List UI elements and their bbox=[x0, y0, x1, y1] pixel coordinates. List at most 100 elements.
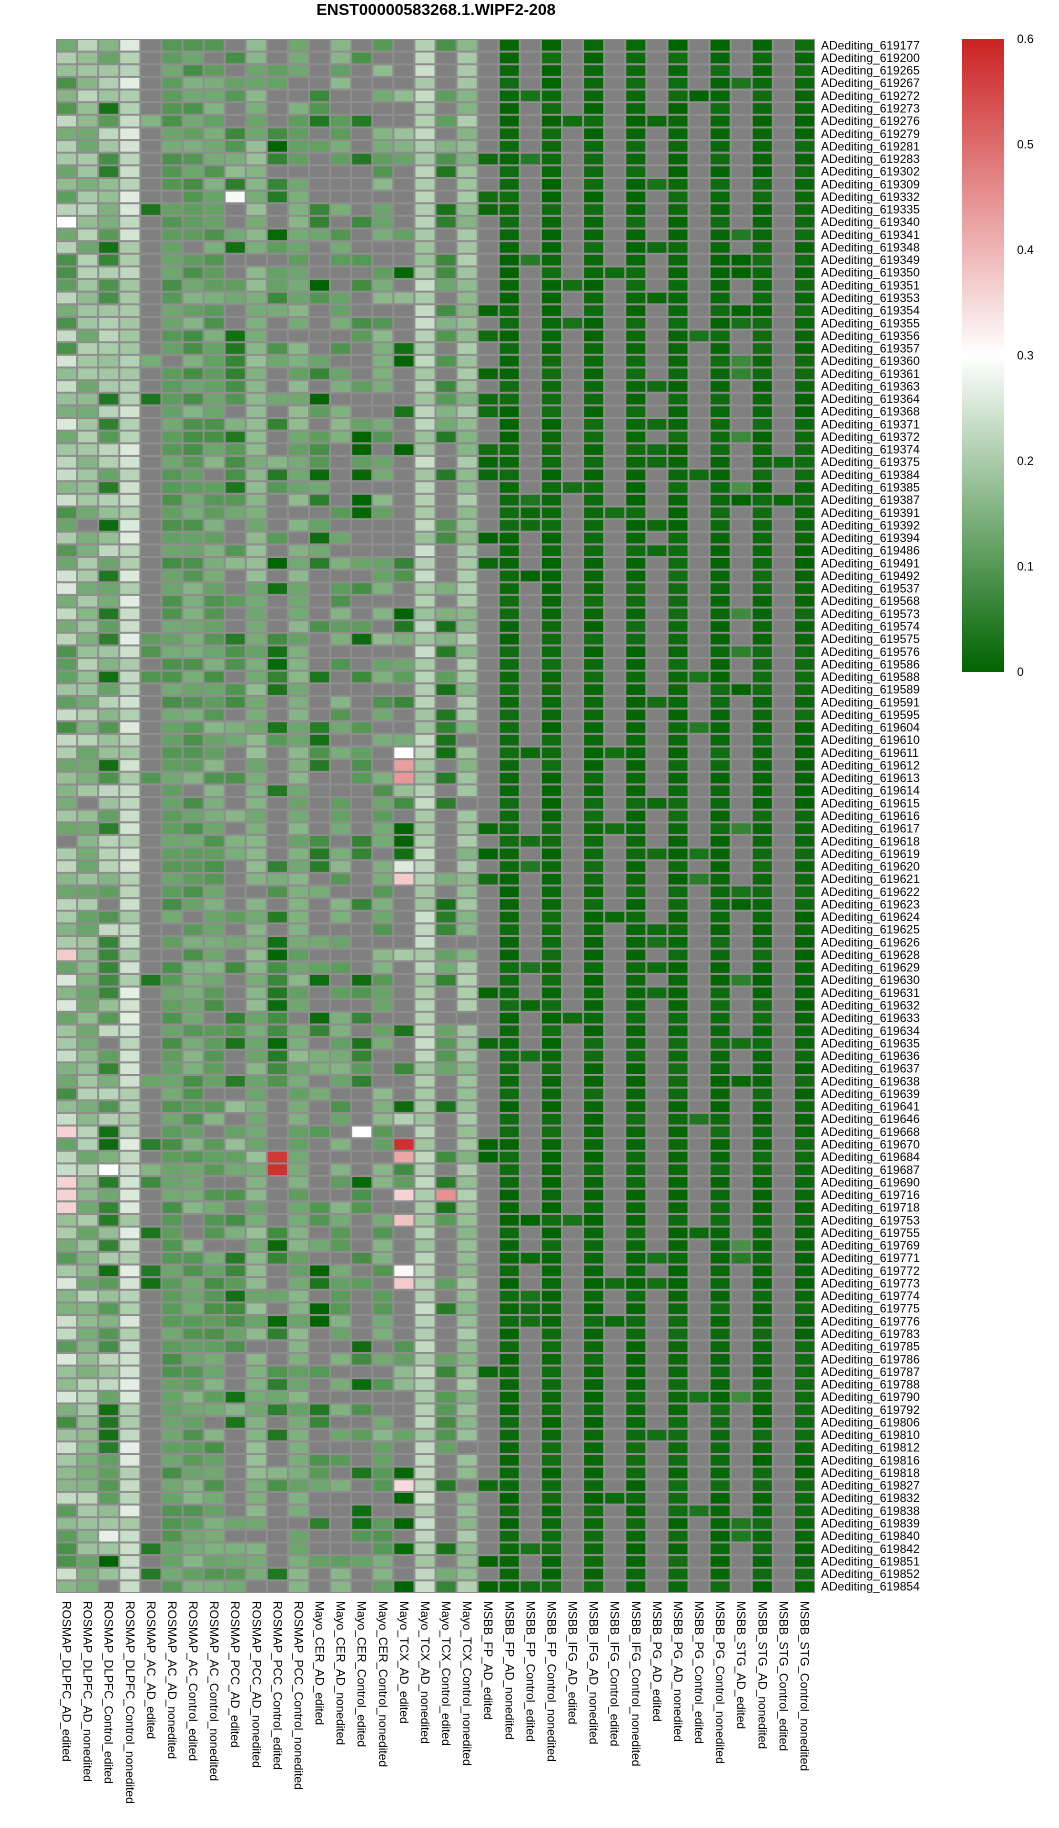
heatmap-cell bbox=[710, 65, 730, 76]
heatmap-cell bbox=[204, 1379, 224, 1390]
heatmap-cell bbox=[78, 343, 98, 354]
heatmap-cell bbox=[647, 974, 667, 986]
heatmap-cell bbox=[647, 785, 667, 797]
heatmap-cell bbox=[373, 1189, 393, 1201]
heatmap-cell bbox=[225, 772, 245, 784]
heatmap-cell bbox=[99, 368, 119, 380]
heatmap-cell bbox=[731, 1417, 751, 1428]
heatmap-cell bbox=[99, 1366, 119, 1378]
heatmap-cell bbox=[710, 1189, 730, 1201]
heatmap-cell bbox=[520, 40, 540, 51]
heatmap-cell bbox=[373, 128, 393, 140]
heatmap-cell bbox=[584, 1101, 604, 1112]
heatmap-cell bbox=[288, 65, 308, 76]
heatmap-cell bbox=[794, 810, 814, 822]
row-label: ADediting_619842 bbox=[821, 1542, 920, 1556]
heatmap-cell bbox=[647, 1252, 667, 1264]
heatmap-cell bbox=[204, 178, 224, 190]
heatmap-cell bbox=[141, 798, 161, 809]
heatmap-cell bbox=[331, 1177, 351, 1188]
heatmap-cell bbox=[541, 1379, 561, 1390]
heatmap-cell bbox=[499, 1164, 519, 1176]
heatmap-cell bbox=[373, 368, 393, 380]
heatmap-cell bbox=[668, 1455, 688, 1466]
heatmap-cell bbox=[57, 242, 77, 253]
heatmap-cell bbox=[563, 1177, 583, 1188]
heatmap-cell bbox=[415, 785, 435, 797]
heatmap-cell bbox=[57, 823, 77, 834]
heatmap-cell bbox=[584, 1366, 604, 1378]
heatmap-cell bbox=[183, 153, 203, 165]
heatmap-cell bbox=[120, 65, 140, 76]
heatmap-cell bbox=[563, 1063, 583, 1074]
heatmap-cell bbox=[752, 406, 772, 418]
heatmap-cell bbox=[373, 608, 393, 620]
heatmap-cell bbox=[520, 381, 540, 392]
heatmap-cell bbox=[563, 381, 583, 392]
heatmap-cell bbox=[57, 115, 77, 127]
heatmap-cell bbox=[584, 709, 604, 721]
column-label: ROSMAP_AC_Control_nonedited bbox=[207, 1601, 221, 1781]
heatmap-cell bbox=[626, 103, 646, 114]
heatmap-cell bbox=[78, 166, 98, 177]
heatmap-cell bbox=[436, 848, 456, 860]
row-label: ADediting_619626 bbox=[821, 935, 920, 949]
heatmap-cell bbox=[752, 1480, 772, 1491]
row-label: ADediting_619612 bbox=[821, 758, 920, 772]
heatmap-cell bbox=[605, 1050, 625, 1062]
heatmap-cell bbox=[225, 558, 245, 569]
heatmap-cell bbox=[520, 103, 540, 114]
heatmap-cell bbox=[141, 90, 161, 102]
row-label: ADediting_619611 bbox=[821, 746, 919, 760]
column-label: MSBB_IFG_Control_nonedited bbox=[629, 1601, 643, 1766]
heatmap-cell bbox=[668, 684, 688, 695]
heatmap-cell bbox=[794, 1151, 814, 1163]
heatmap-cell bbox=[710, 962, 730, 973]
heatmap-cell bbox=[647, 1328, 667, 1340]
heatmap-cell bbox=[605, 103, 625, 114]
heatmap-cell bbox=[499, 1417, 519, 1428]
heatmap-cell bbox=[415, 216, 435, 228]
heatmap-cell bbox=[394, 1025, 414, 1037]
heatmap-cell bbox=[99, 1467, 119, 1479]
heatmap-cell bbox=[752, 280, 772, 291]
heatmap-cell bbox=[415, 861, 435, 872]
heatmap-cell bbox=[141, 570, 161, 582]
heatmap-cell bbox=[183, 507, 203, 519]
heatmap-cell bbox=[478, 1492, 498, 1504]
row-label: ADediting_619852 bbox=[821, 1567, 920, 1581]
heatmap-cell bbox=[352, 595, 372, 607]
heatmap-cell bbox=[794, 899, 814, 910]
heatmap-cell bbox=[794, 317, 814, 329]
heatmap-cell bbox=[394, 1177, 414, 1188]
heatmap-cell bbox=[288, 242, 308, 253]
heatmap-cell bbox=[141, 1202, 161, 1213]
heatmap-cell bbox=[668, 381, 688, 392]
heatmap-cell bbox=[183, 1113, 203, 1125]
heatmap-cell bbox=[288, 1480, 308, 1491]
heatmap-cell bbox=[225, 128, 245, 140]
heatmap-cell bbox=[689, 242, 709, 253]
heatmap-cell bbox=[78, 507, 98, 519]
heatmap-cell bbox=[331, 1467, 351, 1479]
heatmap-cell bbox=[78, 595, 98, 607]
heatmap-cell bbox=[710, 494, 730, 506]
heatmap-cell bbox=[668, 128, 688, 140]
heatmap-cell bbox=[710, 77, 730, 89]
heatmap-cell bbox=[584, 633, 604, 645]
heatmap-cell bbox=[584, 1353, 604, 1365]
heatmap-cell bbox=[415, 469, 435, 481]
heatmap-cell bbox=[773, 317, 793, 329]
heatmap-cell bbox=[288, 1417, 308, 1428]
heatmap-cell bbox=[204, 1316, 224, 1327]
heatmap-cell bbox=[183, 1290, 203, 1302]
heatmap-cell bbox=[457, 937, 477, 948]
heatmap-cell bbox=[752, 1316, 772, 1327]
heatmap-cell bbox=[267, 608, 287, 620]
heatmap-cell bbox=[162, 987, 182, 999]
heatmap-cell bbox=[288, 722, 308, 733]
heatmap-cell bbox=[415, 974, 435, 986]
heatmap-cell bbox=[563, 734, 583, 746]
heatmap-cell bbox=[605, 595, 625, 607]
heatmap-cell bbox=[267, 381, 287, 392]
